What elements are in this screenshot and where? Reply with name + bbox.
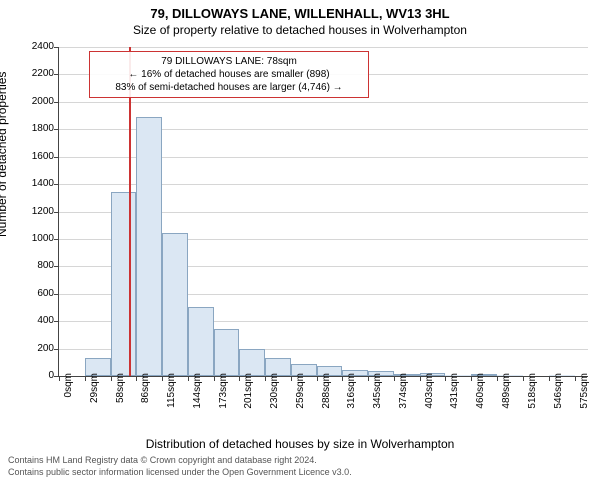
xtick-label: 201sqm xyxy=(243,373,254,409)
xtick-label: 460sqm xyxy=(475,373,486,409)
footer: Contains HM Land Registry data © Crown c… xyxy=(0,451,600,478)
xtick-label: 316sqm xyxy=(346,373,357,409)
title-line-1: 79, DILLOWAYS LANE, WILLENHALL, WV13 3HL xyxy=(0,0,600,21)
grid-line xyxy=(59,47,588,48)
footer-line-1: Contains HM Land Registry data © Crown c… xyxy=(8,455,592,467)
xtick-label: 259sqm xyxy=(295,373,306,409)
ytick-mark xyxy=(54,74,59,75)
ytick-label: 1800 xyxy=(22,123,54,134)
xtick-mark xyxy=(85,376,86,381)
ytick-mark xyxy=(54,102,59,103)
xtick-mark xyxy=(188,376,189,381)
x-axis-label: Distribution of detached houses by size … xyxy=(0,437,600,451)
bar xyxy=(188,307,214,376)
ytick-label: 2400 xyxy=(22,41,54,52)
ytick-label: 1400 xyxy=(22,178,54,189)
footer-line-2: Contains public sector information licen… xyxy=(8,467,592,479)
info-box: 79 DILLOWAYS LANE: 78sqm ← 16% of detach… xyxy=(89,51,369,98)
info-line-2: ← 16% of detached houses are smaller (89… xyxy=(96,68,362,81)
xtick-label: 58sqm xyxy=(115,373,126,403)
xtick-mark xyxy=(523,376,524,381)
ytick-mark xyxy=(54,184,59,185)
ytick-mark xyxy=(54,266,59,267)
ytick-mark xyxy=(54,239,59,240)
xtick-mark xyxy=(317,376,318,381)
ytick-mark xyxy=(54,129,59,130)
xtick-label: 345sqm xyxy=(372,373,383,409)
xtick-mark xyxy=(214,376,215,381)
info-line-1: 79 DILLOWAYS LANE: 78sqm xyxy=(96,55,362,68)
ytick-label: 800 xyxy=(22,260,54,271)
bar xyxy=(111,192,136,376)
xtick-mark xyxy=(549,376,550,381)
ytick-mark xyxy=(54,294,59,295)
xtick-label: 173sqm xyxy=(218,373,229,409)
xtick-mark xyxy=(111,376,112,381)
xtick-label: 230sqm xyxy=(269,373,280,409)
xtick-label: 518sqm xyxy=(527,373,538,409)
xtick-mark xyxy=(342,376,343,381)
xtick-mark xyxy=(420,376,421,381)
xtick-mark xyxy=(136,376,137,381)
xtick-label: 489sqm xyxy=(501,373,512,409)
info-line-3: 83% of semi-detached houses are larger (… xyxy=(96,81,362,94)
bar xyxy=(214,329,239,376)
ytick-label: 0 xyxy=(22,370,54,381)
ytick-mark xyxy=(54,212,59,213)
ytick-label: 1200 xyxy=(22,206,54,217)
xtick-label: 431sqm xyxy=(449,373,460,409)
chart-container: Number of detached properties 0200400600… xyxy=(0,37,600,437)
xtick-label: 575sqm xyxy=(579,373,590,409)
ytick-label: 1000 xyxy=(22,233,54,244)
xtick-label: 86sqm xyxy=(140,373,151,403)
bar xyxy=(136,117,162,376)
plot-area: 0200400600800100012001400160018002000220… xyxy=(58,47,588,377)
title-line-2: Size of property relative to detached ho… xyxy=(0,21,600,37)
xtick-mark xyxy=(471,376,472,381)
ytick-mark xyxy=(54,349,59,350)
xtick-mark xyxy=(265,376,266,381)
y-axis-label: Number of detached properties xyxy=(0,72,9,237)
ytick-mark xyxy=(54,321,59,322)
xtick-mark xyxy=(59,376,60,381)
xtick-label: 0sqm xyxy=(63,373,74,397)
xtick-label: 374sqm xyxy=(398,373,409,409)
xtick-mark xyxy=(239,376,240,381)
xtick-label: 144sqm xyxy=(192,373,203,409)
xtick-label: 288sqm xyxy=(321,373,332,409)
ytick-label: 600 xyxy=(22,288,54,299)
ytick-mark xyxy=(54,157,59,158)
ytick-label: 1600 xyxy=(22,151,54,162)
grid-line xyxy=(59,102,588,103)
bar xyxy=(239,349,265,376)
xtick-label: 115sqm xyxy=(166,373,177,408)
xtick-mark xyxy=(497,376,498,381)
xtick-mark xyxy=(291,376,292,381)
ytick-mark xyxy=(54,47,59,48)
ytick-label: 400 xyxy=(22,315,54,326)
bar xyxy=(162,233,188,376)
ytick-label: 200 xyxy=(22,343,54,354)
xtick-label: 403sqm xyxy=(424,373,435,409)
ytick-label: 2200 xyxy=(22,68,54,79)
xtick-mark xyxy=(394,376,395,381)
xtick-mark xyxy=(162,376,163,381)
xtick-mark xyxy=(445,376,446,381)
xtick-label: 29sqm xyxy=(89,373,100,403)
ytick-label: 2000 xyxy=(22,96,54,107)
xtick-label: 546sqm xyxy=(553,373,564,409)
xtick-mark xyxy=(368,376,369,381)
xtick-mark xyxy=(575,376,576,381)
